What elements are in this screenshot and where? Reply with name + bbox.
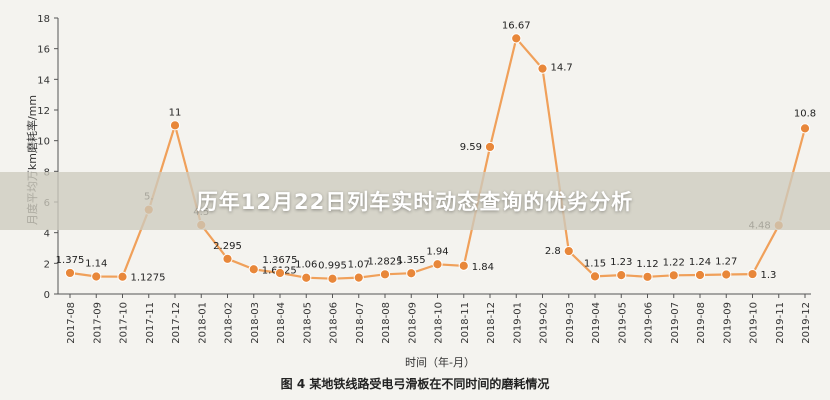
x-tick-label: 2019-02 (539, 302, 550, 344)
data-point (747, 268, 758, 280)
data-point (721, 269, 732, 280)
data-point (616, 270, 627, 281)
x-tick-label: 2019-09 (722, 302, 733, 344)
x-tick-label: 2019-11 (775, 302, 786, 344)
x-axis-title: 时间（年-月） (405, 355, 475, 369)
x-tick-label: 2018-08 (381, 302, 392, 344)
data-point (537, 63, 548, 74)
x-tick-label: 2019-06 (644, 302, 655, 344)
x-tick-label: 2018-11 (460, 302, 471, 344)
y-tick-label: 10 (37, 137, 50, 148)
x-tick-label: 2018-01 (197, 302, 208, 344)
data-point (406, 268, 417, 279)
data-label: 1.06 (295, 260, 317, 271)
x-tick-label: 2019-04 (591, 302, 602, 344)
data-label: 1.12 (636, 259, 658, 270)
data-point (458, 260, 469, 271)
data-label: 1.355 (397, 255, 426, 266)
data-point (799, 123, 811, 134)
data-point (484, 141, 496, 153)
x-tick-label: 2019-08 (696, 302, 707, 344)
data-label: 10.8 (794, 108, 816, 119)
x-tick-label: 2017-10 (119, 302, 130, 344)
y-tick-label: 12 (37, 106, 50, 117)
data-point (379, 269, 391, 280)
data-point (222, 253, 233, 264)
x-tick-label: 2019-05 (617, 302, 628, 344)
data-point (353, 272, 364, 283)
x-tick-label: 2017-08 (66, 302, 77, 344)
data-point (668, 270, 679, 281)
y-tick-label: 0 (44, 290, 50, 301)
x-tick-label: 2018-12 (486, 302, 497, 344)
y-tick-label: 2 (44, 259, 50, 270)
data-label: 0.995 (318, 261, 347, 272)
data-point (589, 271, 601, 282)
data-label: 1.27 (715, 257, 737, 268)
data-label: 1.3675 (263, 255, 298, 266)
data-point (563, 245, 574, 257)
data-label: 1.2825 (368, 256, 403, 267)
data-label: 1.3 (761, 270, 777, 281)
y-tick-label: 18 (37, 14, 50, 25)
data-label: 14.7 (551, 63, 573, 74)
data-label: 1.84 (472, 262, 494, 273)
x-tick-label: 2018-04 (276, 302, 287, 344)
data-label: 1.23 (610, 257, 632, 268)
data-point (327, 273, 338, 284)
data-label: 1.14 (85, 259, 107, 270)
data-point (248, 264, 259, 275)
data-point (642, 271, 653, 282)
y-tick-label: 14 (37, 75, 50, 86)
x-tick-label: 2019-01 (512, 302, 523, 344)
y-tick-label: 16 (37, 45, 50, 56)
data-point (301, 272, 312, 283)
x-tick-label: 2018-02 (224, 302, 235, 344)
series-line (69, 36, 807, 280)
x-tick-label: 2018-05 (302, 302, 313, 344)
data-label: 11 (169, 107, 182, 118)
x-tick-label: 2017-12 (171, 302, 182, 344)
x-tick-label: 2018-07 (355, 302, 366, 344)
data-point (117, 271, 128, 282)
data-point (169, 120, 181, 131)
x-tick-label: 2019-03 (565, 302, 576, 344)
x-tick-label: 2019-12 (801, 302, 812, 344)
x-tick-label: 2018-06 (329, 302, 340, 344)
data-point (694, 269, 706, 281)
data-label: 9.59 (460, 142, 482, 153)
data-label: 2.8 (545, 246, 561, 257)
figure-caption: 图 4 某地铁线路受电弓滑板在不同时间的磨耗情况 (281, 376, 550, 391)
x-tick-label: 2019-07 (670, 302, 681, 344)
data-point (64, 267, 76, 279)
data-label: 1.1275 (131, 273, 166, 284)
data-label: 1.24 (689, 257, 711, 268)
data-label: 1.94 (426, 246, 448, 257)
data-label: 1.15 (584, 258, 606, 269)
y-tick-label: 4 (44, 229, 50, 240)
data-point (274, 267, 286, 279)
data-label: 16.67 (502, 20, 531, 31)
x-tick-label: 2018-03 (250, 302, 261, 344)
x-tick-label: 2017-09 (92, 302, 103, 344)
x-tick-label: 2018-09 (407, 302, 418, 344)
x-tick-label: 2019-10 (749, 302, 760, 344)
overlay-title: 历年12月22日列车实时动态查询的优劣分析 (196, 190, 634, 214)
data-point (511, 33, 522, 44)
data-point (432, 259, 443, 270)
data-label: 1.22 (663, 257, 685, 268)
x-tick-label: 2017-11 (145, 302, 156, 344)
x-tick-label: 2018-10 (434, 302, 445, 344)
data-label: 2.295 (213, 241, 242, 252)
data-label: 1.375 (56, 255, 85, 266)
overlay-banner: 历年12月22日列车实时动态查询的优劣分析 (0, 172, 830, 230)
data-label: 1.07 (348, 260, 370, 271)
data-point (91, 271, 102, 282)
